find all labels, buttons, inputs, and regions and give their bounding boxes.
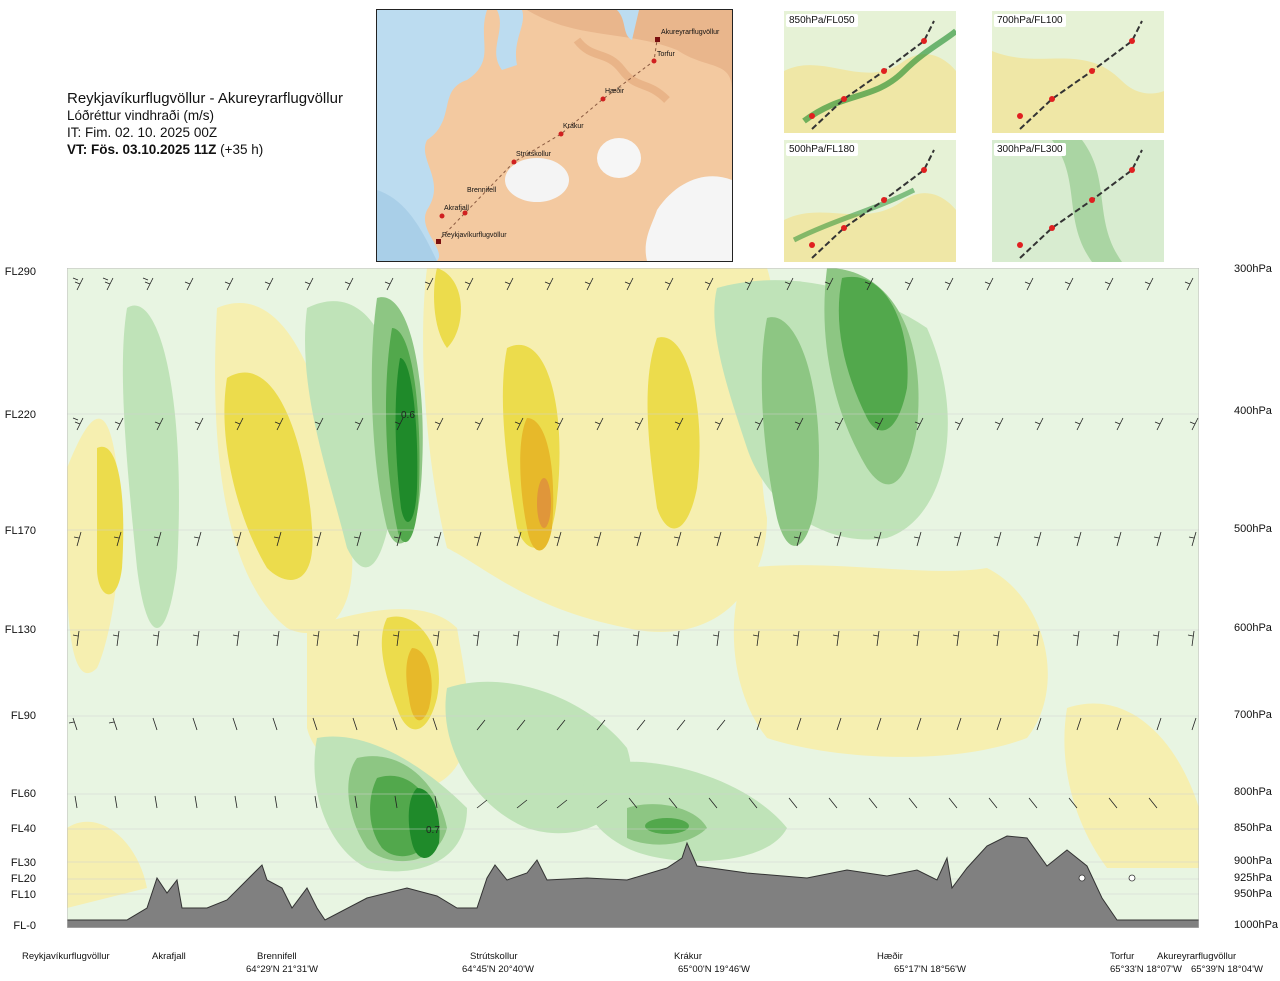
- level-left-fl90: FL90: [10, 710, 36, 722]
- level-right-600: 600hPa: [1234, 622, 1272, 634]
- level-right-800: 800hPa: [1234, 786, 1272, 798]
- level-left-fl220: FL220: [4, 409, 36, 421]
- location-akrafjall: Akrafjall: [152, 951, 186, 962]
- route-map: Akureyrarflugvöllur Torfur Hæðir Krákur …: [376, 9, 733, 262]
- level-left-fl60: FL60: [10, 788, 36, 800]
- route-title: Reykjavíkurflugvöllur - Akureyrarflugvöl…: [67, 90, 343, 107]
- location-aey: Akureyrarflugvöllur: [1157, 951, 1237, 962]
- level-right-500: 500hPa: [1234, 523, 1272, 535]
- valid-time-offset: (+35 h): [220, 142, 264, 157]
- level-right-300: 300hPa: [1234, 263, 1272, 275]
- airport-markers: [1078, 874, 1136, 882]
- map-label-krakur: Krákur: [563, 123, 584, 130]
- location-strutskollur: Strútskollur: [470, 951, 518, 962]
- level-right-700: 700hPa: [1234, 709, 1272, 721]
- map-label-haedir: Hæðir: [605, 88, 625, 95]
- level-right-850: 850hPa: [1234, 822, 1272, 834]
- level-right-900: 900hPa: [1234, 855, 1272, 867]
- level-left-fl130: FL130: [4, 624, 36, 636]
- level-right-950: 950hPa: [1234, 888, 1272, 900]
- contour-label-top: 0.6: [401, 410, 415, 421]
- thumbnail-label: 500hPa/FL180: [786, 143, 858, 156]
- thumbnail-850hpa[interactable]: 850hPa/FL050: [784, 11, 956, 133]
- thumbnail-300hpa[interactable]: 300hPa/FL300: [992, 140, 1164, 262]
- level-right-400: 400hPa: [1234, 405, 1272, 417]
- wind-barbs: [68, 277, 1199, 809]
- thumbnail-700hpa[interactable]: 700hPa/FL100: [992, 11, 1164, 133]
- parameter-title: Lóðréttur vindhraði (m/s): [67, 108, 215, 123]
- level-left-fl20: FL20: [10, 873, 36, 885]
- valid-time: VT: Fös. 03.10.2025 11Z: [67, 142, 217, 157]
- location-brennifell: Brennifell: [257, 951, 297, 962]
- location-rkv: Reykjavíkurflugvöllur: [22, 951, 110, 962]
- level-left-fl30: FL30: [10, 857, 36, 869]
- map-label-rkv: Reykjavíkurflugvöllur: [442, 232, 507, 239]
- location-torfur-coord: 65°33'N 18°07'W: [1110, 964, 1182, 975]
- level-left-fl290: FL290: [4, 266, 36, 278]
- title-block: Reykjavíkurflugvöllur - Akureyrarflugvöl…: [67, 90, 343, 158]
- terrain-profile: [67, 835, 1199, 928]
- location-aey-coord: 65°39'N 18°04'W: [1191, 964, 1263, 975]
- issue-time: IT: Fim. 02. 10. 2025 00Z: [67, 125, 218, 140]
- location-krakur-coord: 65°00'N 19°46'W: [678, 964, 750, 975]
- location-strutskollur-coord: 64°45'N 20°40'W: [462, 964, 534, 975]
- level-left-fl10: FL10: [10, 889, 36, 901]
- map-label-aey: Akureyrarflugvöllur: [661, 29, 720, 36]
- level-left-fl40: FL40: [10, 823, 36, 835]
- level-right-925: 925hPa: [1234, 872, 1272, 884]
- thumbnail-500hpa[interactable]: 500hPa/FL180: [784, 140, 956, 262]
- thumbnail-label: 700hPa/FL100: [994, 14, 1066, 27]
- level-right-1000: 1000hPa: [1234, 919, 1279, 931]
- aey-marker: [655, 37, 660, 42]
- level-left-fl0: FL-0: [13, 920, 36, 932]
- map-label-torfur: Torfur: [657, 51, 675, 58]
- map-label-strutskollur: Strútskollur: [516, 151, 552, 158]
- location-haedir: Hæðir: [877, 951, 903, 962]
- location-torfur: Torfur: [1110, 951, 1135, 962]
- map-label-brennifell: Brennifell: [467, 187, 497, 194]
- rkv-marker: [436, 239, 441, 244]
- location-brennifell-coord: 64°29'N 21°31'W: [246, 964, 318, 975]
- map-waypoints: [439, 58, 657, 219]
- thumbnail-label: 850hPa/FL050: [786, 14, 858, 27]
- map-label-akrafjall: Akrafjall: [444, 205, 469, 212]
- location-krakur: Krákur: [674, 951, 702, 962]
- contour-label-bottom: 0.7: [426, 825, 440, 836]
- level-left-fl170: FL170: [4, 525, 36, 537]
- location-haedir-coord: 65°17'N 18°56'W: [894, 964, 966, 975]
- thumbnail-label: 300hPa/FL300: [994, 143, 1066, 156]
- cross-section-plot: 0.6 0.7: [67, 268, 1199, 928]
